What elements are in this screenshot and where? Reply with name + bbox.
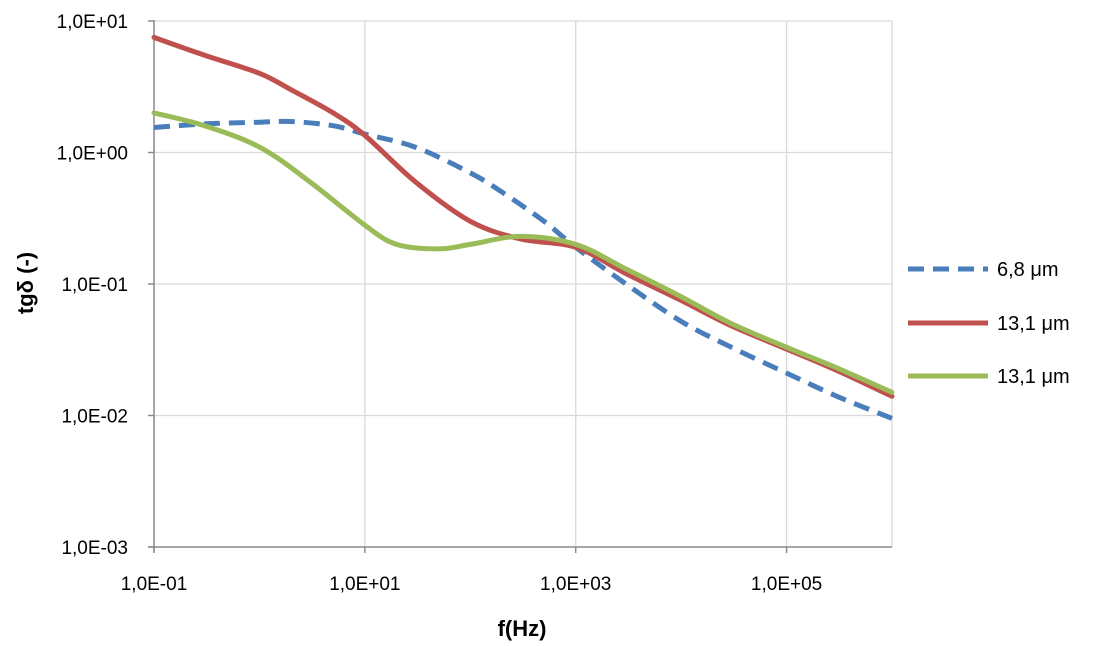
y-tick-label: 1,0E+01 xyxy=(57,12,128,33)
legend: 6,8 μm 13,1 μm 13,1 μm xyxy=(908,259,1070,388)
x-tick-label: 1,0E+01 xyxy=(329,574,400,595)
x-tick-label: 1,0E-01 xyxy=(121,574,188,595)
series-line-1 xyxy=(153,118,893,421)
gridlines xyxy=(148,20,893,553)
y-tick-labels: 1,0E+01 1,0E+00 1,0E-01 1,0E-02 1,0E-03 xyxy=(57,12,128,559)
y-tick-label: 1,0E+00 xyxy=(57,144,128,165)
y-tick-label: 1,0E-02 xyxy=(61,407,128,428)
series-line-3 xyxy=(151,110,895,395)
legend-label-2: 13,1 μm xyxy=(997,313,1070,335)
series-lines xyxy=(151,34,895,421)
legend-label-1: 6,8 μm xyxy=(997,259,1059,281)
x-tick-labels: 1,0E-01 1,0E+01 1,0E+03 1,0E+05 xyxy=(121,574,823,595)
x-axis-title: f(Hz) xyxy=(498,616,547,641)
y-axis-title: tgδ (-) xyxy=(13,252,38,314)
x-tick-label: 1,0E+05 xyxy=(751,574,822,595)
y-tick-label: 1,0E-03 xyxy=(61,538,128,559)
x-tick-label: 1,0E+03 xyxy=(540,574,611,595)
legend-label-3: 13,1 μm xyxy=(997,366,1070,388)
y-tick-label: 1,0E-01 xyxy=(61,275,128,296)
